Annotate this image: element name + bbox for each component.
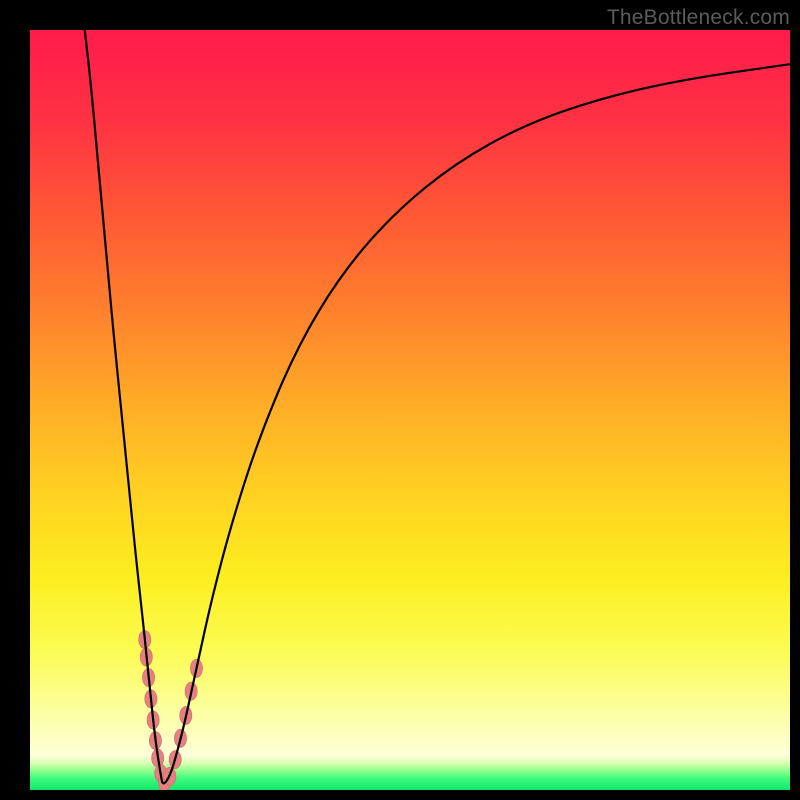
plot-svg bbox=[30, 30, 790, 790]
watermark-text: TheBottleneck.com bbox=[607, 6, 790, 30]
chart-frame: TheBottleneck.com bbox=[0, 0, 800, 800]
plot-area bbox=[30, 30, 790, 790]
